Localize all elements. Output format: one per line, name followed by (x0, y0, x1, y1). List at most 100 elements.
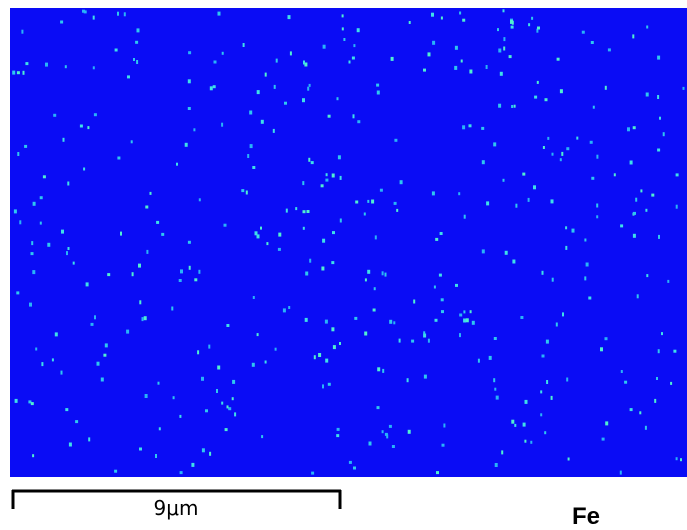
speckle (45, 62, 48, 67)
speckle (32, 201, 36, 206)
speckle (550, 395, 553, 400)
speckle (629, 408, 633, 412)
speckle (256, 90, 260, 95)
speckle (231, 397, 234, 401)
speckle (481, 160, 485, 165)
speckle (591, 176, 595, 180)
speckle (498, 103, 502, 108)
map-background (10, 8, 687, 477)
speckle (311, 471, 315, 475)
speckle (391, 445, 395, 448)
speckle (187, 240, 191, 244)
speckle (308, 83, 311, 87)
speckle (260, 226, 262, 230)
speckle (92, 66, 95, 70)
scale-bar: 9μm (11, 489, 342, 520)
speckle (390, 56, 394, 61)
speckle (295, 207, 298, 211)
speckle (30, 252, 34, 256)
speckle (493, 142, 497, 147)
speckle (16, 71, 20, 75)
speckle (656, 377, 658, 380)
speckle (651, 193, 655, 197)
speckle (659, 116, 661, 120)
speckle (30, 402, 34, 406)
speckle (381, 430, 384, 434)
speckle (357, 120, 361, 124)
speckle (146, 249, 149, 254)
speckle (352, 114, 355, 119)
speckle (348, 60, 351, 64)
speckle (282, 308, 286, 313)
speckle (208, 344, 211, 349)
speckle (171, 306, 174, 311)
speckle (331, 327, 335, 332)
speckle (524, 399, 528, 404)
speckle (136, 28, 140, 33)
speckle (510, 25, 514, 29)
speckle (304, 317, 308, 322)
speckle (646, 274, 649, 278)
speckle (657, 148, 661, 152)
speckle (367, 199, 370, 203)
speckle (364, 331, 368, 336)
speckle (503, 46, 506, 51)
speckle (144, 394, 148, 398)
speckle (371, 199, 375, 204)
speckle (463, 214, 466, 219)
speckle (29, 302, 32, 307)
speckle (94, 315, 96, 320)
speckle (205, 409, 208, 413)
speckle (83, 10, 87, 14)
speckle (322, 384, 324, 389)
speckle (566, 147, 570, 151)
speckle (546, 380, 549, 384)
speckle (396, 208, 399, 212)
speckle (471, 320, 475, 325)
speckle (241, 189, 245, 193)
speckle (657, 349, 660, 354)
speckle (161, 232, 165, 236)
speckle (384, 272, 387, 277)
speckle (511, 105, 514, 108)
speckle (157, 381, 160, 385)
speckle (477, 358, 480, 363)
speckle (39, 221, 42, 225)
speckles (12, 9, 685, 475)
speckle (408, 21, 411, 24)
speckle (92, 15, 95, 20)
speckle (658, 234, 660, 239)
speckle (272, 128, 275, 133)
speckle (264, 72, 267, 77)
speckle (354, 316, 358, 320)
speckle (556, 57, 560, 61)
speckle (47, 242, 51, 247)
speckle (488, 355, 492, 360)
speckle (590, 41, 594, 44)
speckle (224, 428, 228, 432)
speckle (571, 228, 575, 233)
speckle (465, 318, 469, 323)
speckle (436, 471, 439, 475)
speckle (596, 215, 599, 219)
speckle (585, 262, 589, 267)
speckle (565, 226, 568, 230)
speckle (481, 126, 485, 130)
speckle (216, 389, 218, 393)
speckle (459, 333, 461, 338)
speckle (60, 370, 63, 375)
speckle (87, 126, 90, 130)
speckle (427, 52, 431, 57)
speckle (407, 429, 411, 434)
speckle (462, 125, 466, 130)
speckle (639, 411, 642, 415)
speckle (373, 287, 376, 291)
speckle (372, 308, 376, 312)
speckle (278, 232, 282, 237)
speckle (494, 387, 497, 391)
speckle (25, 62, 29, 66)
speckle (528, 23, 531, 27)
speckle (325, 173, 328, 177)
speckle (221, 401, 224, 405)
speckle (337, 155, 341, 160)
